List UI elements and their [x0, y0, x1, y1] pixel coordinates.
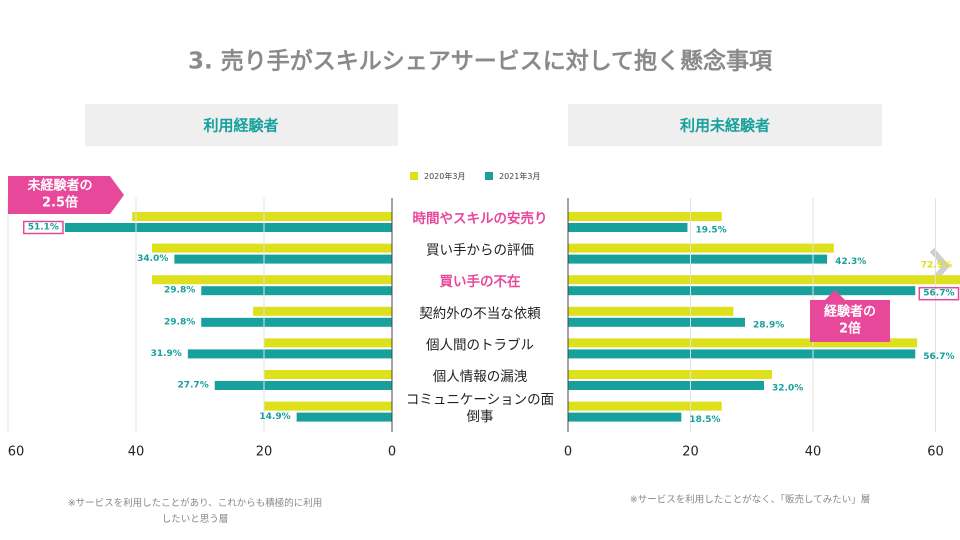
value-label: 31.9% — [151, 349, 182, 359]
x-tick-label: 60 — [927, 445, 944, 460]
value-label: 14.9% — [259, 412, 290, 422]
bar — [568, 349, 916, 359]
bar — [174, 254, 392, 264]
bar — [152, 243, 392, 253]
bar — [568, 254, 828, 264]
bar — [568, 370, 772, 379]
value-label: 56.7% — [923, 289, 954, 299]
bar — [568, 401, 722, 411]
category-label: 個人情報の漏洩 — [433, 369, 528, 385]
category-label: 買い手の不在 — [440, 273, 521, 290]
x-tick-label: 20 — [256, 445, 273, 460]
bar — [568, 223, 688, 232]
value-label: 32.0% — [772, 384, 803, 394]
panel-header — [568, 104, 882, 146]
label-highlight-box — [918, 286, 960, 301]
bar — [201, 317, 392, 327]
legend-label: 2020年3月 — [424, 171, 465, 181]
value-label: 72.9% — [921, 261, 952, 271]
value-label: 51.1% — [28, 223, 59, 233]
value-label: 42.3% — [835, 257, 866, 267]
category-label: 個人間のトラブル — [426, 336, 534, 353]
chart-panel — [64, 212, 393, 422]
bar — [568, 412, 682, 422]
value-label: 56.7% — [923, 352, 954, 362]
panel-header — [85, 104, 398, 146]
bar — [264, 370, 392, 379]
bar — [132, 212, 392, 221]
legend-label: 2021年3月 — [499, 171, 540, 181]
bar — [214, 381, 392, 390]
bar — [264, 338, 392, 348]
legend-swatch — [410, 172, 418, 180]
x-tick-label: 0 — [564, 445, 572, 460]
bar — [264, 401, 392, 411]
value-label: 27.7% — [177, 381, 208, 391]
bar — [568, 286, 916, 296]
panel-title: 利用未経験者 — [680, 117, 770, 135]
bar — [568, 212, 722, 221]
callout — [810, 290, 890, 342]
callout-text: 2倍 — [839, 321, 861, 337]
category-label: 時間やスキルの安売り — [413, 210, 548, 227]
category-label: コミュニケーションの面倒事 — [406, 392, 554, 425]
bar — [296, 412, 392, 422]
bar — [568, 317, 746, 327]
value-label: 34.0% — [137, 254, 168, 264]
bar — [568, 243, 834, 253]
value-label: 19.5% — [695, 226, 726, 236]
x-tick-label: 40 — [128, 445, 145, 460]
value-label: 29.8% — [164, 317, 195, 327]
bar — [201, 286, 392, 296]
bar — [568, 338, 918, 348]
value-label: 18.5% — [689, 415, 720, 425]
bar — [568, 306, 734, 316]
callout-text: 未経験者の — [26, 178, 92, 194]
label-highlight-box — [22, 220, 64, 235]
footnote: ※サービスを利用したことがあり、これからも積極的に利用したいと思う層 — [68, 497, 323, 525]
legend-swatch — [485, 172, 493, 180]
bar — [187, 349, 392, 359]
slide-title: 3. 売り手がスキルシェアサービスに対して抱く懸念事項 — [188, 48, 773, 75]
value-label: 29.8% — [164, 286, 195, 296]
bar — [152, 275, 392, 285]
x-tick-label: 0 — [388, 445, 396, 460]
callout-text: 2.5倍 — [42, 195, 78, 211]
x-tick-label: 20 — [682, 445, 699, 460]
bar — [64, 223, 393, 232]
category-label: 契約外の不当な依頼 — [419, 306, 541, 322]
footnote: ※サービスを利用したことがなく、「販売してみたい」層 — [630, 494, 870, 506]
value-label: 28.9% — [753, 320, 784, 330]
callout-text: 経験者の — [824, 304, 876, 320]
chart-panel — [568, 212, 960, 422]
x-tick-label: 40 — [805, 445, 822, 460]
panel-title: 利用経験者 — [203, 117, 278, 135]
bar — [568, 275, 960, 285]
callout — [8, 176, 124, 214]
bar — [253, 306, 392, 316]
bar — [568, 381, 764, 390]
x-tick-label: 60 — [8, 445, 25, 460]
category-label: 買い手からの評価 — [426, 243, 534, 259]
